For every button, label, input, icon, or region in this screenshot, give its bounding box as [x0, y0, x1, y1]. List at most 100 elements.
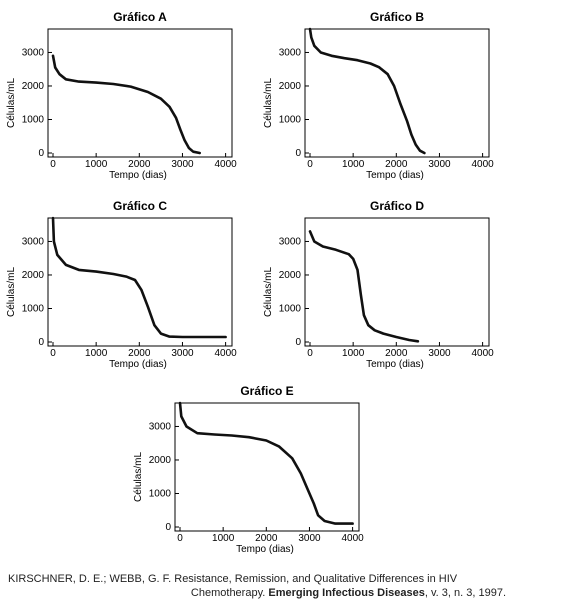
data-point [300, 472, 302, 475]
data-point [140, 289, 143, 291]
data-point [423, 152, 426, 154]
y-axis-label: Células/mL [263, 267, 274, 317]
data-point [95, 270, 97, 273]
data-point [160, 332, 162, 335]
data-point [309, 28, 311, 30]
y-tick-label: 0 [295, 337, 301, 348]
x-tick-label: 3000 [298, 533, 321, 544]
data-point [78, 269, 80, 271]
data-point [54, 66, 56, 69]
data-point [185, 425, 188, 428]
x-axis-label: Tempo (dias) [236, 544, 294, 555]
x-axis-label: Tempo (dias) [366, 170, 424, 181]
x-tick-label: 3000 [428, 159, 451, 170]
y-axis-label: Células/mL [6, 78, 17, 128]
data-point [408, 339, 411, 341]
data-point [168, 335, 171, 338]
x-tick-label: 2000 [385, 348, 408, 359]
data-point [343, 57, 346, 59]
data-point [317, 514, 319, 517]
data-point [306, 487, 309, 490]
data-point [188, 147, 190, 149]
x-tick-label: 1000 [85, 159, 108, 170]
data-point [160, 97, 162, 100]
chart-panel-2: Gráfico B 0 1000 2000 3000 4000 0 1000 2000 3000 T… [263, 10, 494, 181]
x-tick-label: 4000 [471, 348, 494, 359]
chart-title: Gráfico D [370, 199, 424, 213]
data-point [231, 434, 233, 437]
data-point [399, 103, 402, 106]
data-point [248, 436, 250, 439]
chart-panel-4: Gráfico D 0 1000 2000 3000 4000 0 1000 2000 3000 T… [263, 199, 494, 370]
data-point [378, 66, 380, 68]
data-point [406, 120, 408, 122]
plot-frame [304, 217, 490, 347]
y-tick-label: 1000 [279, 303, 302, 314]
plot-frame [47, 28, 233, 158]
y-tick-label: 3000 [279, 236, 302, 247]
data-point [198, 152, 201, 154]
x-tick-label: 2000 [128, 348, 151, 359]
caption-line-1: KIRSCHNER, D. E.; WEBB, G. F. Resistance… [8, 573, 458, 585]
x-tick-label: 2000 [385, 159, 408, 170]
data-point [147, 306, 149, 308]
data-point [58, 73, 61, 75]
x-tick-label: 1000 [85, 348, 108, 359]
x-tick-label: 0 [50, 348, 56, 359]
data-point [330, 55, 333, 57]
data-point [373, 329, 376, 332]
chart-title: Gráfico E [240, 384, 293, 398]
x-tick-label: 0 [307, 159, 313, 170]
data-point [351, 522, 354, 525]
x-tick-label: 1000 [342, 348, 365, 359]
data-point [335, 249, 337, 251]
plot-frame [47, 217, 233, 347]
y-axis-label: Células/mL [263, 78, 274, 128]
y-tick-label: 0 [38, 148, 44, 159]
x-tick-label: 1000 [212, 533, 235, 544]
x-tick-label: 4000 [214, 348, 237, 359]
x-axis-label: Tempo (dias) [109, 359, 167, 370]
data-point [367, 324, 370, 327]
data-point [265, 439, 268, 442]
data-point [410, 133, 413, 136]
data-point [322, 245, 324, 248]
data-point [414, 143, 417, 146]
y-axis-label: Células/mL [6, 267, 17, 317]
y-tick-label: 1000 [22, 303, 45, 314]
x-tick-label: 2000 [128, 159, 151, 170]
data-point [360, 294, 362, 296]
x-tick-label: 3000 [428, 348, 451, 359]
data-point [134, 279, 136, 281]
y-tick-label: 2000 [279, 270, 302, 281]
series-line [308, 230, 420, 343]
data-point [417, 340, 419, 343]
data-point [309, 230, 311, 233]
caption-journal: Emerging Infectious Diseases [268, 587, 425, 599]
x-tick-label: 0 [50, 159, 56, 170]
chart-title: Gráfico C [113, 199, 167, 213]
data-point [313, 45, 316, 47]
data-point [65, 264, 67, 266]
data-point [179, 128, 182, 131]
y-tick-label: 3000 [22, 47, 45, 58]
chart-panel-3: Gráfico C 0 1000 2000 3000 4000 0 1000 2000 3000 T… [6, 199, 237, 370]
data-point [363, 314, 365, 317]
x-tick-label: 2000 [255, 533, 278, 544]
y-tick-label: 2000 [149, 455, 172, 466]
y-tick-label: 3000 [279, 47, 302, 58]
data-point [196, 432, 199, 435]
x-axis-label: Tempo (dias) [366, 359, 424, 370]
data-point [78, 80, 80, 83]
y-tick-label: 0 [295, 148, 301, 159]
data-point [382, 332, 385, 335]
data-point [180, 415, 183, 418]
data-point [352, 258, 355, 260]
x-tick-label: 4000 [214, 159, 237, 170]
data-point [334, 522, 337, 525]
x-axis-label: Tempo (dias) [109, 170, 167, 181]
data-point [125, 275, 128, 278]
y-tick-label: 1000 [149, 488, 172, 499]
chart-panel-5: Gráfico E 0 1000 2000 3000 4000 0 1000 2000 3000 T… [133, 384, 364, 555]
